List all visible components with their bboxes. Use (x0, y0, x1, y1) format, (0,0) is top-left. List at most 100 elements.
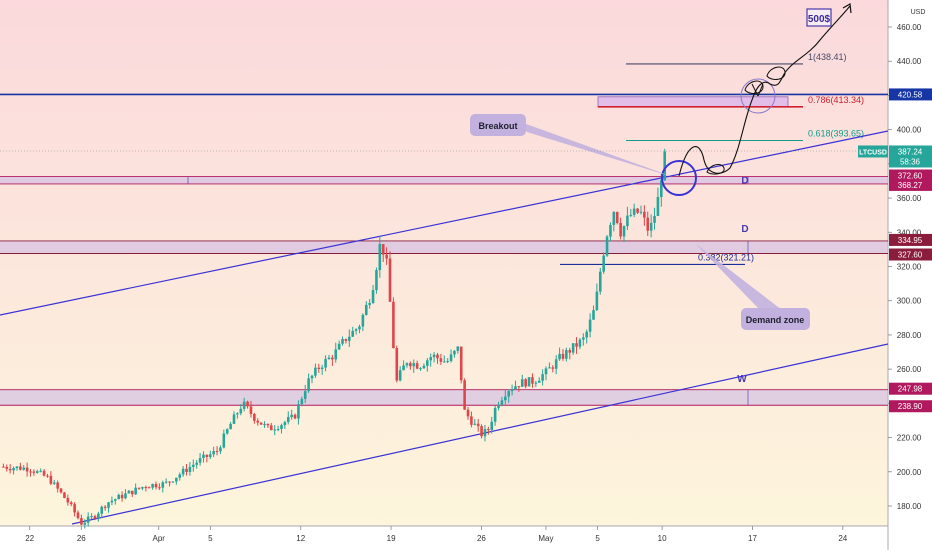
candle-body (49, 475, 53, 484)
candle-body (83, 522, 87, 525)
candle (629, 208, 633, 217)
candle (66, 494, 70, 506)
candle-body (15, 466, 19, 469)
candle-body (19, 466, 22, 470)
x-tick-label: May (538, 534, 553, 543)
candle (158, 483, 161, 490)
price-tag-text: 334.95 (898, 236, 923, 245)
candle (493, 405, 497, 426)
candle (280, 423, 283, 434)
candle-body (331, 357, 334, 360)
lower-channel-line[interactable] (71, 343, 889, 525)
candle (371, 284, 375, 304)
zone-band[interactable] (0, 176, 888, 184)
candle-body (598, 271, 602, 292)
candle (273, 425, 277, 436)
candle-body (585, 331, 589, 338)
price-tag-text: 238.90 (898, 402, 923, 411)
fib-zone-box[interactable] (597, 96, 789, 108)
candle-body (273, 429, 277, 431)
candle (476, 418, 480, 432)
breakout-callout-box[interactable] (470, 114, 526, 136)
fib-label-0.382: 0.382(321.21) (698, 252, 754, 262)
candle-body (520, 379, 524, 387)
candle-body (69, 502, 73, 505)
candle-body (164, 481, 168, 483)
y-tick-label: 200.00 (897, 468, 922, 477)
candle-body (144, 487, 148, 489)
candle-body (409, 363, 412, 367)
candle (548, 362, 551, 369)
candle-body (134, 487, 137, 495)
candle (554, 355, 558, 375)
candle-body (646, 217, 650, 231)
candle (426, 358, 429, 372)
candle (168, 481, 171, 487)
candle-body (493, 407, 497, 422)
candle-body (73, 504, 76, 513)
candle (388, 251, 392, 302)
projection-path[interactable] (678, 5, 851, 177)
candle-body (266, 423, 270, 426)
candle (8, 464, 12, 474)
candle (632, 203, 636, 218)
candle (375, 267, 378, 294)
candle-body (385, 254, 388, 259)
candle (283, 420, 287, 429)
candle-body (544, 368, 548, 375)
candle (446, 358, 449, 364)
candle-body (402, 365, 405, 371)
candle (456, 346, 460, 354)
price-tag-bg (889, 88, 932, 101)
candle (558, 347, 561, 361)
zone-band[interactable] (0, 389, 888, 406)
candle (480, 424, 483, 439)
candle-body (453, 350, 456, 355)
target-500-box[interactable] (806, 8, 832, 27)
candle-body (588, 319, 592, 332)
candle (22, 464, 26, 471)
candle-body (348, 336, 351, 341)
upper-channel-line[interactable] (0, 130, 889, 316)
candle (49, 471, 53, 486)
candle-body (483, 429, 487, 437)
candle (42, 469, 46, 477)
price-tag-text: 327.60 (898, 250, 923, 259)
candle (297, 400, 300, 425)
candle (398, 366, 402, 382)
candle-body (192, 464, 195, 467)
candle-body (442, 361, 446, 363)
candle-body (232, 414, 236, 424)
y-tick-label: 220.00 (897, 434, 922, 443)
candle-body (395, 348, 399, 381)
candle (534, 381, 538, 387)
candle-body (575, 343, 578, 347)
candle-body (466, 409, 470, 417)
candle (575, 337, 578, 354)
candle-body (412, 363, 416, 367)
candle-body (375, 270, 378, 291)
demand-callout-box[interactable] (741, 308, 810, 330)
candle-body (120, 494, 124, 499)
candle (317, 363, 321, 373)
candle-body (39, 470, 42, 472)
candle (242, 397, 246, 412)
candle (137, 487, 141, 490)
candle-body (517, 386, 521, 388)
target-500-text: 500$ (808, 14, 831, 25)
breakout-circle[interactable] (661, 160, 697, 196)
candle (510, 384, 514, 396)
candle-body (636, 208, 639, 213)
target-circle[interactable] (740, 78, 776, 114)
candle (290, 409, 293, 420)
zone-band[interactable] (0, 240, 888, 254)
x-tick-label: Apr (153, 534, 166, 543)
candle-body (158, 487, 161, 489)
y-tick-label: 340.00 (897, 228, 922, 237)
candle (544, 366, 548, 381)
candle (19, 462, 22, 471)
time-axis[interactable]: 22 26 Apr 5 12 19 26 May 5 10 17 24 (25, 526, 848, 543)
y-tick-label: 320.00 (897, 263, 922, 272)
